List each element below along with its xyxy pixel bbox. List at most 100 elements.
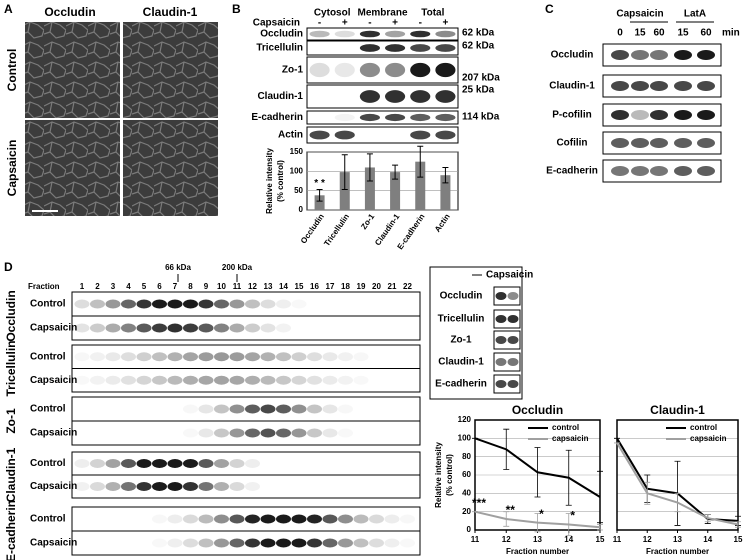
blot-band xyxy=(152,375,167,385)
blot-band xyxy=(495,292,507,300)
blot-band xyxy=(75,376,90,385)
blot-band xyxy=(338,375,353,385)
blot-band xyxy=(507,292,519,300)
blot-band xyxy=(322,375,338,385)
blot-band xyxy=(198,323,214,333)
blot-band xyxy=(291,538,307,548)
blot-band xyxy=(229,352,245,362)
blot-band xyxy=(385,30,406,38)
condition-label: Capsaicin xyxy=(30,375,77,386)
blot-band xyxy=(90,352,105,362)
treatment-label: Capsaicin xyxy=(616,9,663,20)
blot-band xyxy=(214,404,229,414)
blot-band xyxy=(229,428,245,438)
blot-band xyxy=(309,30,330,38)
fraction-number: 1 xyxy=(80,282,85,291)
x-tick-label: 15 xyxy=(734,535,743,544)
panel-label: D xyxy=(4,260,13,274)
blot-band xyxy=(353,514,369,524)
blot-band xyxy=(260,352,276,362)
blot-band xyxy=(334,113,355,122)
condition-label: Control xyxy=(30,514,66,525)
blot-band xyxy=(167,323,183,333)
bar xyxy=(339,172,350,210)
blot-band xyxy=(354,352,369,361)
blot-band xyxy=(507,336,519,344)
blot-band xyxy=(152,459,167,468)
blot-band xyxy=(90,323,105,333)
blot-band xyxy=(276,514,291,524)
y-tick-label: 0 xyxy=(467,525,472,534)
blot-band xyxy=(334,30,355,38)
blot-label: Claudin-1 xyxy=(438,357,484,368)
blot-band xyxy=(105,299,121,309)
blot-band xyxy=(354,376,369,385)
fraction-number: 22 xyxy=(403,282,412,291)
blot-band xyxy=(292,300,307,309)
time-label: 0 xyxy=(617,28,623,39)
fraction-number: 9 xyxy=(204,282,209,291)
panel-label: A xyxy=(4,2,13,16)
blot-band xyxy=(183,323,198,333)
fraction-number: 20 xyxy=(372,282,381,291)
blot-band xyxy=(611,110,629,120)
y-tick-label: 40 xyxy=(462,488,471,497)
blot-band xyxy=(385,90,406,103)
blot-band xyxy=(495,380,507,388)
blot-band xyxy=(183,538,198,548)
blot-band xyxy=(435,130,456,140)
blot-band xyxy=(359,44,380,52)
blot-band xyxy=(198,428,214,438)
blot-band xyxy=(410,44,431,52)
blot-band xyxy=(611,138,629,148)
blot-band xyxy=(674,166,692,176)
blot-band xyxy=(136,459,152,468)
blot-band xyxy=(167,514,183,524)
blot-band xyxy=(229,514,245,524)
data-line xyxy=(474,510,601,529)
blot-band xyxy=(121,352,136,362)
micrograph-texture xyxy=(123,22,218,118)
blot-band xyxy=(353,538,369,548)
blot-band xyxy=(435,30,456,38)
condition-label: Capsaicin xyxy=(30,323,77,334)
condition-label: Capsaicin xyxy=(30,428,77,439)
time-label: 15 xyxy=(677,28,689,39)
blot-band xyxy=(214,538,229,548)
blot-band xyxy=(384,538,400,548)
blot-band xyxy=(674,50,692,60)
blot-band xyxy=(322,428,338,438)
blot-band xyxy=(183,514,198,524)
blot-band xyxy=(495,358,507,366)
blot-band xyxy=(435,113,456,122)
blot-band xyxy=(121,459,136,468)
legend-label: capsaicin xyxy=(690,434,727,443)
blot-label: E-cadherin xyxy=(251,112,303,123)
blot-band xyxy=(183,299,198,309)
blot-band xyxy=(245,538,260,548)
micrograph-texture xyxy=(25,120,120,216)
blot-band xyxy=(697,50,715,60)
blot-band xyxy=(359,90,380,103)
blot-band xyxy=(167,352,183,362)
blot-band xyxy=(410,62,431,78)
x-tick-label: 12 xyxy=(643,535,652,544)
blot-band xyxy=(90,375,105,385)
x-tick-label: Occludin xyxy=(299,212,326,245)
blot-band xyxy=(631,50,649,60)
sign: + xyxy=(392,18,398,29)
blot-band xyxy=(198,404,214,414)
blot-band xyxy=(309,130,330,140)
blot-band xyxy=(338,405,353,414)
blot-band xyxy=(229,459,245,468)
micrograph-texture xyxy=(123,120,218,216)
treatment-label: Capsaicin xyxy=(253,18,300,29)
blot-band xyxy=(674,81,692,91)
blot-band xyxy=(307,428,322,438)
blot-band xyxy=(105,323,121,333)
blot-band xyxy=(385,113,406,122)
blot-band xyxy=(198,482,214,491)
y-tick-label: 120 xyxy=(458,415,472,424)
blot-band xyxy=(214,375,229,385)
blot-band xyxy=(152,352,167,362)
